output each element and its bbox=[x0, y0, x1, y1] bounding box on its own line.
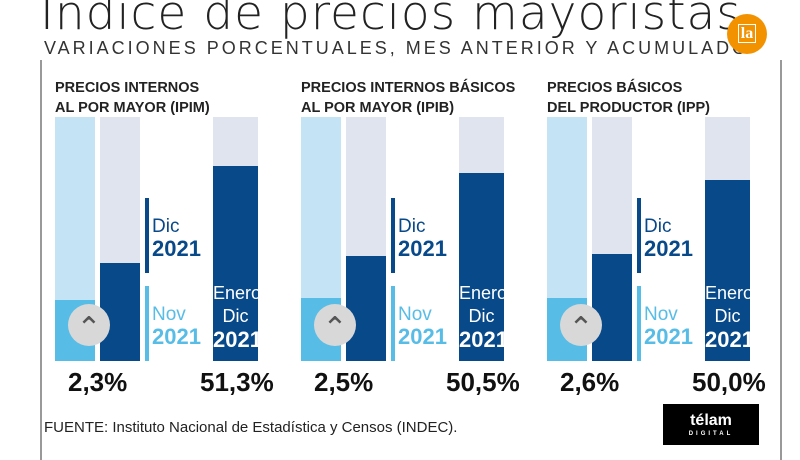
label-dic: Dic 2021 bbox=[152, 216, 201, 261]
index-group: PRECIOS INTERNOS BÁSICOS AL POR MAYOR (IP… bbox=[301, 78, 541, 398]
bar-dic bbox=[592, 253, 632, 361]
label-accumulated: Enero Dic 2021 bbox=[705, 283, 754, 352]
chevron-up-icon[interactable]: ⌃ bbox=[314, 304, 356, 346]
bar-track-dic bbox=[100, 117, 140, 361]
chevron-up-icon[interactable]: ⌃ bbox=[560, 304, 602, 346]
value-accumulated: 50,5% bbox=[446, 367, 520, 397]
label-nov: Nov 2021 bbox=[644, 304, 693, 349]
label-nov: Nov 2021 bbox=[152, 304, 201, 349]
label-accumulated: Enero Dic 2021 bbox=[459, 283, 508, 352]
source-note: FUENTE: Instituto Nacional de Estadístic… bbox=[44, 419, 458, 436]
group-title: PRECIOS INTERNOS AL POR MAYOR (IPIM) bbox=[55, 80, 210, 116]
brand-logo[interactable]: la bbox=[727, 14, 767, 54]
value-monthly: 2,3% bbox=[68, 367, 128, 397]
bar-track-dic bbox=[346, 117, 386, 361]
bar-dic bbox=[346, 256, 386, 361]
value-accumulated: 50,0% bbox=[692, 367, 766, 397]
bar-dic bbox=[100, 263, 140, 361]
group-title: PRECIOS INTERNOS BÁSICOS AL POR MAYOR (IP… bbox=[301, 80, 516, 116]
bar-accumulated bbox=[213, 165, 258, 361]
page-title: Índice de precios mayoristas bbox=[40, 0, 742, 41]
nov-marker bbox=[391, 286, 395, 361]
label-nov: Nov 2021 bbox=[398, 304, 447, 349]
value-monthly: 2,6% bbox=[560, 367, 620, 397]
bar-track-accumulated bbox=[705, 117, 750, 361]
bar-accumulated bbox=[459, 173, 504, 361]
label-dic: Dic 2021 bbox=[398, 216, 447, 261]
nov-marker bbox=[637, 286, 641, 361]
dic-marker bbox=[145, 198, 149, 273]
nov-marker bbox=[145, 286, 149, 361]
subtitle: VARIACIONES PORCENTUALES, MES ANTERIOR Y… bbox=[44, 38, 750, 58]
value-monthly: 2,5% bbox=[314, 367, 374, 397]
dic-marker bbox=[637, 198, 641, 273]
telam-logo: télam DIGITAL bbox=[663, 404, 759, 445]
index-group: PRECIOS BÁSICOS DEL PRODUCTOR (IPP) Dic 20… bbox=[547, 78, 787, 398]
bar-track-accumulated bbox=[459, 117, 504, 361]
bar-accumulated bbox=[705, 180, 750, 361]
chevron-up-icon[interactable]: ⌃ bbox=[68, 304, 110, 346]
label-accumulated: Enero Dic 2021 bbox=[213, 283, 262, 352]
frame bbox=[40, 60, 782, 460]
bar-track-accumulated bbox=[213, 117, 258, 361]
group-title: PRECIOS BÁSICOS DEL PRODUCTOR (IPP) bbox=[547, 80, 711, 116]
index-group: PRECIOS INTERNOS AL POR MAYOR (IPIM) Dic 2… bbox=[55, 78, 295, 398]
bar-track-dic bbox=[592, 117, 632, 361]
dic-marker bbox=[391, 198, 395, 273]
value-accumulated: 51,3% bbox=[200, 367, 274, 397]
label-dic: Dic 2021 bbox=[644, 216, 693, 261]
